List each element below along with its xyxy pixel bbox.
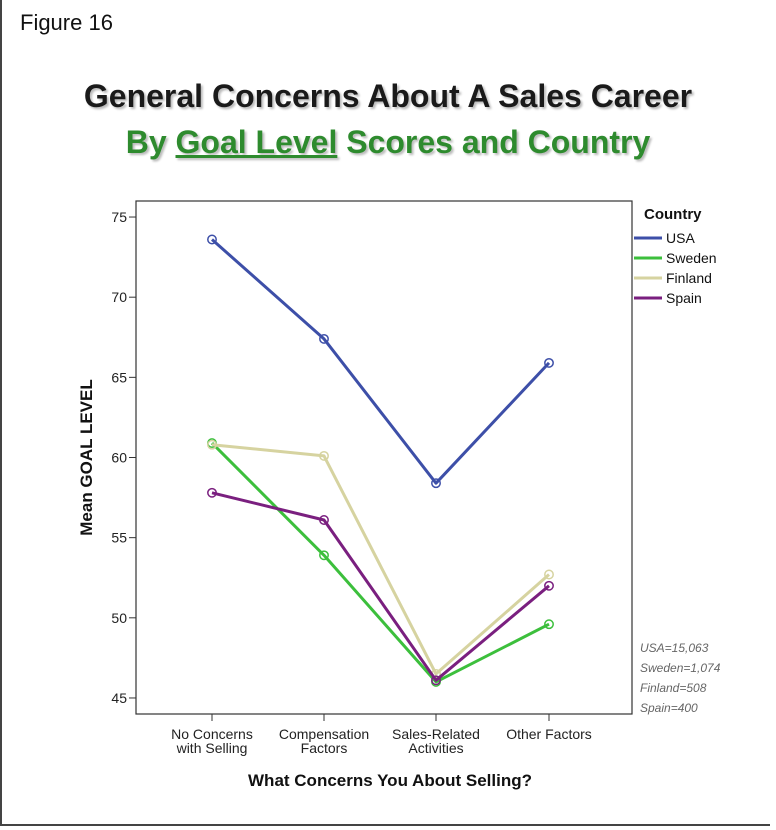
data-point-sweden — [544, 619, 554, 630]
data-point-usa — [207, 234, 217, 245]
y-tick-label: 50 — [111, 610, 127, 626]
data-point-finland — [319, 450, 329, 461]
x-tick-label: Other Factors — [506, 726, 592, 742]
data-point-usa — [544, 357, 554, 368]
subtitle-suffix: Scores and Country — [337, 124, 651, 160]
sample-size-note: Spain=400 — [640, 701, 698, 715]
sample-size-note: Finland=508 — [640, 681, 707, 695]
legend-title: Country — [644, 206, 702, 223]
x-tick-label: with Selling — [176, 740, 248, 756]
y-tick-label: 55 — [111, 530, 127, 546]
y-axis-title: Mean GOAL LEVEL — [77, 379, 96, 536]
series-line-sweden — [210, 442, 550, 684]
data-point-finland — [207, 439, 217, 450]
y-tick-label: 75 — [111, 209, 127, 225]
y-tick-label: 60 — [111, 450, 127, 466]
data-point-spain — [431, 675, 441, 686]
subtitle-underlined: Goal Level — [175, 124, 338, 160]
y-tick-label: 45 — [111, 690, 127, 706]
series-line-usa — [211, 238, 551, 485]
sample-size-note: USA=15,063 — [640, 641, 709, 655]
x-axis-title: What Concerns You About Selling? — [248, 771, 532, 790]
y-tick-label: 70 — [111, 289, 127, 305]
data-point-spain — [319, 515, 329, 525]
x-tick-label: Factors — [301, 740, 348, 756]
x-tick-label: No Concerns — [171, 726, 253, 742]
figure-label: Figure 16 — [20, 10, 113, 35]
chart-subtitle: By Goal Level Scores and Country — [0, 124, 776, 161]
subtitle-prefix: By — [125, 124, 176, 160]
chart-title: General Concerns About A Sales Career — [83, 78, 693, 114]
legend-label-finland: Finland — [666, 270, 712, 286]
data-point-spain — [207, 487, 217, 498]
plot-area — [135, 200, 633, 715]
legend-label-sweden: Sweden — [666, 250, 717, 266]
sample-size-note: Sweden=1,074 — [640, 661, 721, 675]
data-point-sweden — [319, 550, 329, 561]
x-tick-label: Compensation — [279, 726, 369, 742]
legend-label-spain: Spain — [666, 290, 702, 306]
x-tick-label: Sales-Related — [392, 726, 480, 742]
x-tick-label: Activities — [408, 740, 463, 756]
data-point-finland — [544, 569, 554, 580]
legend-label-usa: USA — [666, 230, 695, 246]
data-point-spain — [544, 580, 554, 591]
data-point-usa — [319, 333, 329, 344]
y-tick-label: 65 — [111, 369, 127, 385]
series-line-spain — [211, 491, 550, 682]
data-point-usa — [431, 478, 441, 489]
series-line-finland — [211, 443, 550, 676]
